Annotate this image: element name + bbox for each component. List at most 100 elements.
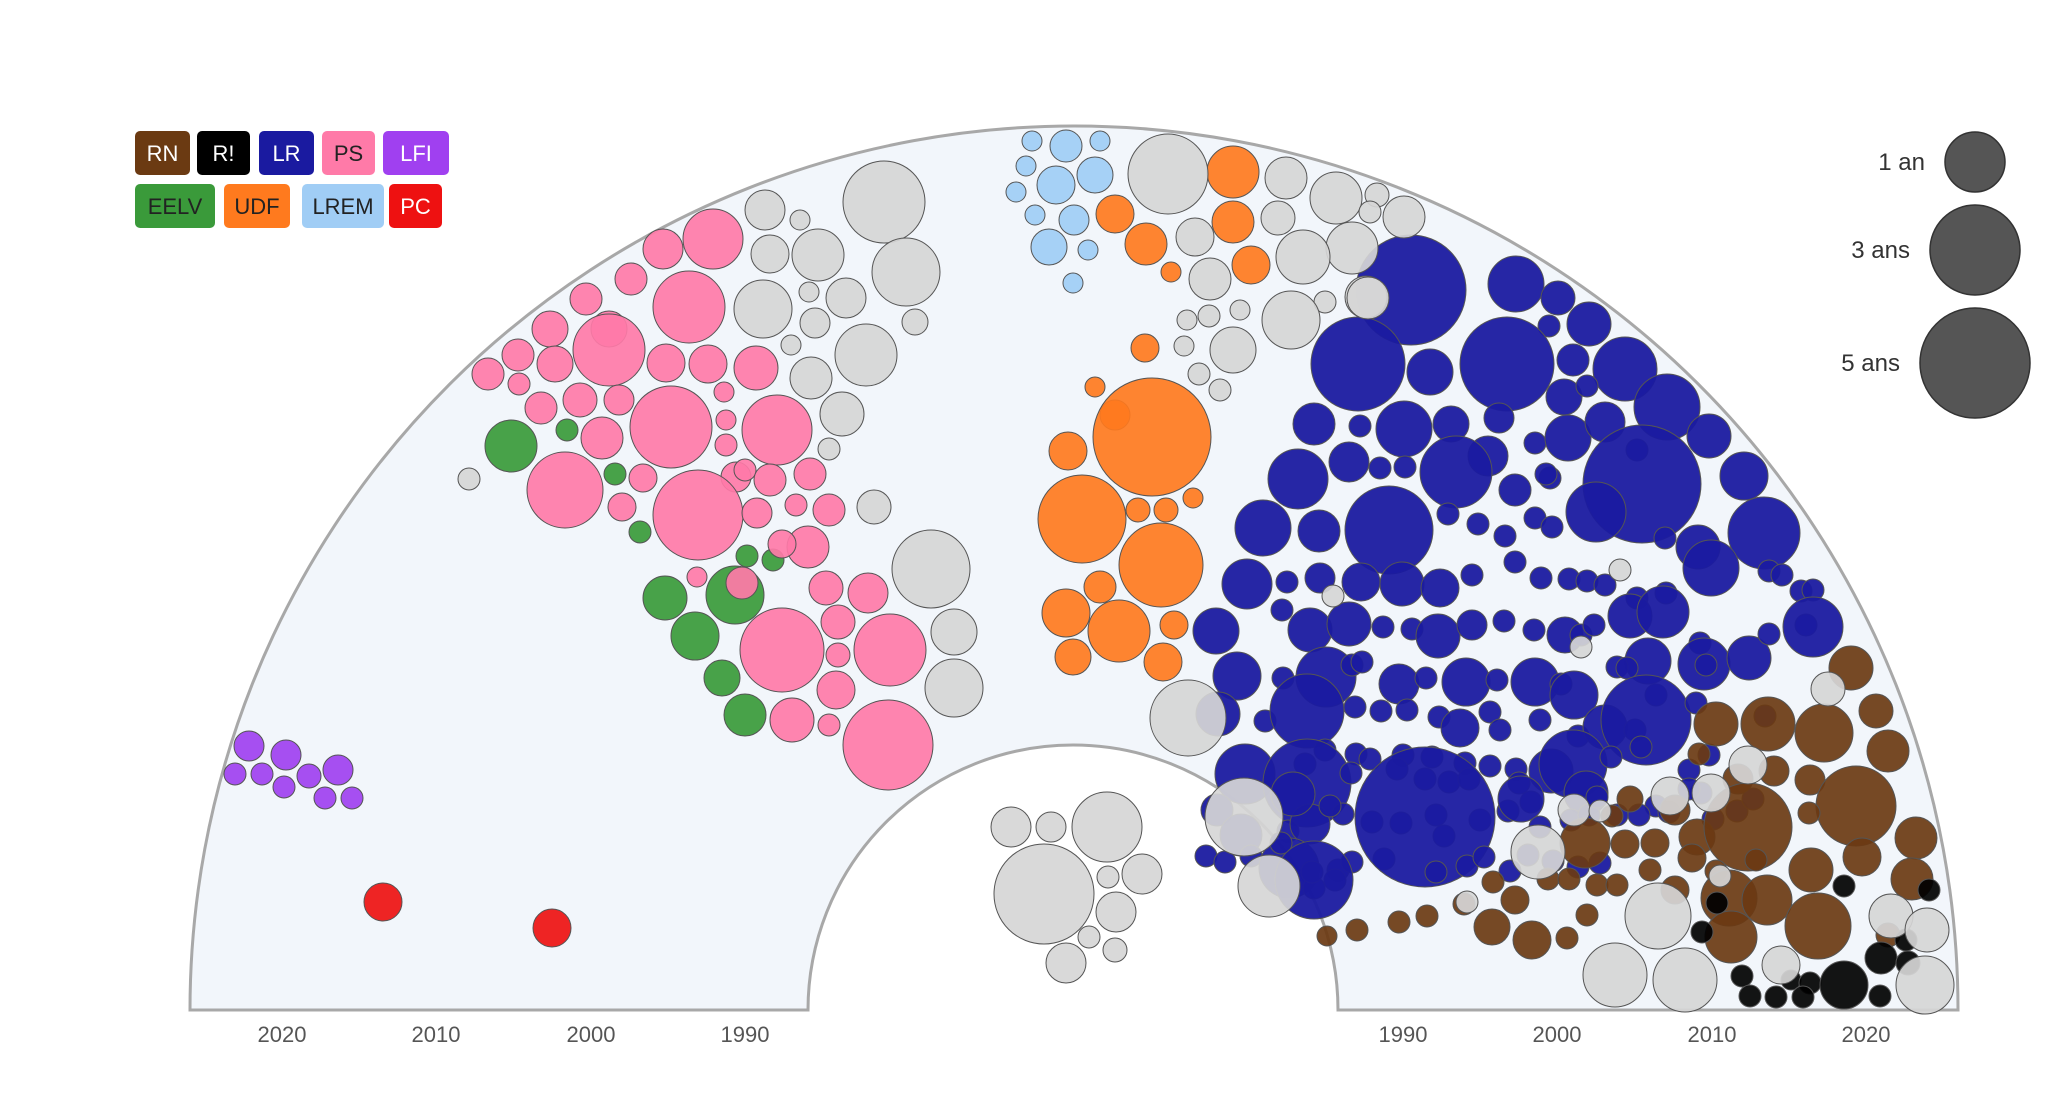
bubble-ps bbox=[753, 463, 787, 497]
bubble-lr bbox=[1566, 301, 1612, 347]
bubble-other bbox=[457, 467, 481, 491]
bubble-lr bbox=[1757, 622, 1781, 646]
bubble-r bbox=[1730, 964, 1754, 988]
bubble-lrem bbox=[1049, 129, 1083, 163]
bubble-other bbox=[1510, 824, 1566, 880]
bubble-other bbox=[1608, 558, 1632, 582]
bubble-lr bbox=[1492, 609, 1516, 633]
bubble-rn bbox=[1640, 828, 1670, 858]
legend-swatch bbox=[135, 184, 215, 228]
bubble-ps bbox=[733, 345, 779, 391]
legend-label: R! bbox=[213, 141, 235, 166]
bubble-lrem bbox=[1076, 156, 1114, 194]
bubble-ps bbox=[603, 384, 635, 416]
bubble-lr bbox=[1424, 860, 1448, 884]
bubble-udf bbox=[1124, 222, 1168, 266]
bubble-pc bbox=[532, 908, 572, 948]
bubble-lr bbox=[1318, 794, 1342, 818]
bubble-rn bbox=[1415, 904, 1439, 928]
bubble-udf bbox=[1153, 497, 1179, 523]
legend-item-ps: PS bbox=[322, 131, 375, 175]
bubble-other bbox=[798, 281, 820, 303]
legend-item-lfi: LFI bbox=[383, 131, 449, 175]
bubble-lr bbox=[1339, 761, 1363, 785]
bubble-eelv bbox=[555, 418, 579, 442]
size-legend-label: 1 an bbox=[1878, 149, 1925, 176]
bubble-lr bbox=[1565, 481, 1627, 543]
bubble-other bbox=[1904, 907, 1950, 953]
bubble-other bbox=[1569, 635, 1593, 659]
bubble-ps bbox=[572, 313, 646, 387]
bubble-other bbox=[1187, 362, 1211, 386]
bubble-other bbox=[1650, 776, 1690, 816]
bubble-lr bbox=[1328, 441, 1370, 483]
bubble-other bbox=[993, 843, 1095, 945]
bubble-eelv bbox=[735, 544, 759, 568]
bubble-other bbox=[1382, 195, 1426, 239]
bubble-ps bbox=[580, 416, 624, 460]
bubble-other bbox=[1582, 942, 1648, 1008]
bubble-r bbox=[1791, 985, 1815, 1009]
bubble-lfi bbox=[296, 763, 322, 789]
bubble-other bbox=[1261, 290, 1321, 350]
party-legend: RN R! LR PS LFI EELV UDF LREM PC bbox=[135, 131, 449, 228]
legend-swatch bbox=[135, 131, 190, 175]
legend-swatch bbox=[224, 184, 290, 228]
bubble-lr bbox=[1304, 562, 1336, 594]
bubble-other bbox=[1197, 304, 1221, 328]
bubble-rn bbox=[1677, 843, 1707, 873]
bubble-r bbox=[1819, 960, 1869, 1010]
bubble-r bbox=[1917, 878, 1941, 902]
bubble-udf bbox=[1054, 638, 1092, 676]
bubble-other bbox=[930, 608, 978, 656]
bubble-lr bbox=[1544, 414, 1592, 462]
bubble-other bbox=[1035, 811, 1067, 843]
legend-swatch bbox=[389, 184, 442, 228]
bubble-lr bbox=[1420, 568, 1460, 608]
bubble-lr bbox=[1326, 601, 1372, 647]
legend-swatch bbox=[322, 131, 375, 175]
bubble-lfi bbox=[270, 739, 302, 771]
bubble-rn bbox=[1481, 870, 1505, 894]
bubble-lrem bbox=[1005, 181, 1027, 203]
bubble-lr bbox=[1269, 673, 1345, 749]
bubble-other bbox=[1708, 864, 1732, 888]
bubble-ps bbox=[793, 457, 827, 491]
legend-item-udf: UDF bbox=[224, 184, 290, 228]
bubble-lfi bbox=[233, 730, 265, 762]
bubble-other bbox=[990, 806, 1032, 848]
bubble-lfi bbox=[322, 754, 354, 786]
bubble-lr bbox=[1719, 451, 1769, 501]
bubble-eelv bbox=[484, 419, 538, 473]
bubble-lr bbox=[1575, 374, 1599, 398]
bubble-other bbox=[744, 189, 786, 231]
bubble-udf bbox=[1084, 376, 1106, 398]
bubble-lr bbox=[1497, 775, 1545, 823]
bubble-rn bbox=[1555, 926, 1579, 950]
bubble-ps bbox=[607, 492, 637, 522]
bubble-ps bbox=[812, 493, 846, 527]
bubble-rn bbox=[1687, 742, 1711, 766]
bubble-other bbox=[1237, 854, 1301, 918]
bubble-other bbox=[789, 209, 811, 231]
bubble-ps bbox=[642, 228, 684, 270]
bubble-lr bbox=[1472, 845, 1496, 869]
bubble-lr bbox=[1522, 618, 1546, 642]
bubble-lr bbox=[1406, 348, 1454, 396]
bubble-other bbox=[1325, 221, 1379, 275]
legend-label: UDF bbox=[234, 194, 279, 219]
bubble-lr bbox=[1459, 316, 1555, 412]
bubble-rn bbox=[1794, 703, 1854, 763]
bubble-ps bbox=[816, 670, 856, 710]
bubble-udf bbox=[1182, 487, 1204, 509]
bubble-ps bbox=[507, 372, 531, 396]
bubble-other bbox=[1455, 890, 1479, 914]
bubble-lr bbox=[1503, 550, 1527, 574]
size-legend-bubble bbox=[1944, 131, 2006, 193]
bubble-other bbox=[1624, 882, 1692, 950]
bubble-lr bbox=[1582, 613, 1606, 637]
bubble-ps bbox=[501, 338, 535, 372]
bubble-other bbox=[1204, 777, 1284, 857]
bubble-lr bbox=[1348, 414, 1372, 438]
bubble-ps bbox=[646, 343, 686, 383]
